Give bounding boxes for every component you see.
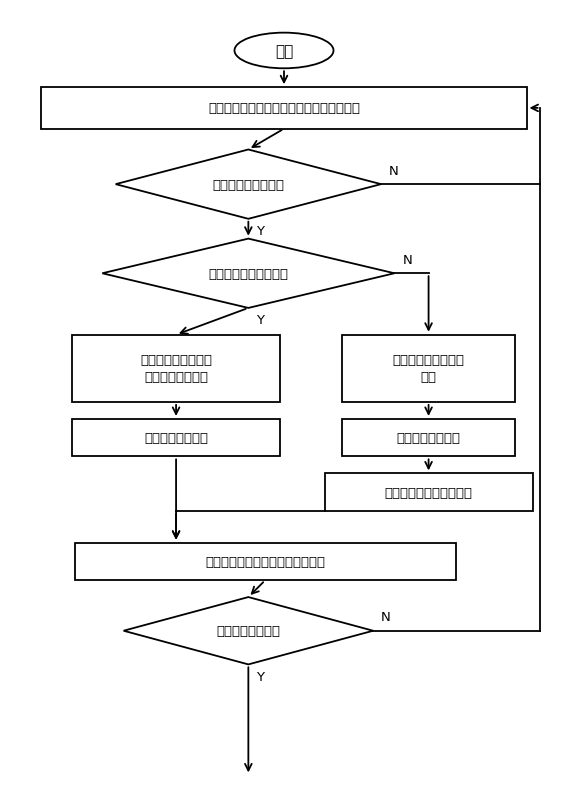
Text: 由测控装置将断路器
闭合: 由测控装置将断路器 闭合 <box>392 354 465 384</box>
Polygon shape <box>102 239 394 308</box>
Polygon shape <box>116 150 381 219</box>
Text: 监测系统三相电压、零序电压和断路器状态: 监测系统三相电压、零序电压和断路器状态 <box>208 102 360 116</box>
Text: 根据判据进行选线: 根据判据进行选线 <box>396 431 461 445</box>
Text: 有单相接地故障吗？: 有单相接地故障吗？ <box>212 178 285 191</box>
Text: 由测控装置将断路器
断开，再将其闭合: 由测控装置将断路器 断开，再将其闭合 <box>140 354 212 384</box>
Bar <box>72 419 280 457</box>
Text: Y: Y <box>256 670 264 683</box>
Text: 根据判据进行选线: 根据判据进行选线 <box>144 431 208 445</box>
Text: Y: Y <box>256 225 264 238</box>
Bar <box>74 543 456 581</box>
Text: 继续监测系统三相电压、零序电压: 继续监测系统三相电压、零序电压 <box>205 555 325 569</box>
Text: N: N <box>381 610 391 624</box>
Text: 选线结束，将断路器断开: 选线结束，将断路器断开 <box>385 486 473 499</box>
Bar <box>72 335 280 402</box>
Text: 故障是否已解除？: 故障是否已解除？ <box>216 625 281 638</box>
Bar <box>342 419 515 457</box>
Bar <box>41 88 527 129</box>
Text: 故障前断路器闭合吗？: 故障前断路器闭合吗？ <box>208 267 289 280</box>
Text: N: N <box>389 165 399 177</box>
Polygon shape <box>124 597 373 665</box>
Text: N: N <box>402 254 412 267</box>
Text: Y: Y <box>256 314 264 327</box>
Bar <box>342 335 515 402</box>
Text: 开始: 开始 <box>275 44 293 59</box>
Bar <box>324 474 533 512</box>
